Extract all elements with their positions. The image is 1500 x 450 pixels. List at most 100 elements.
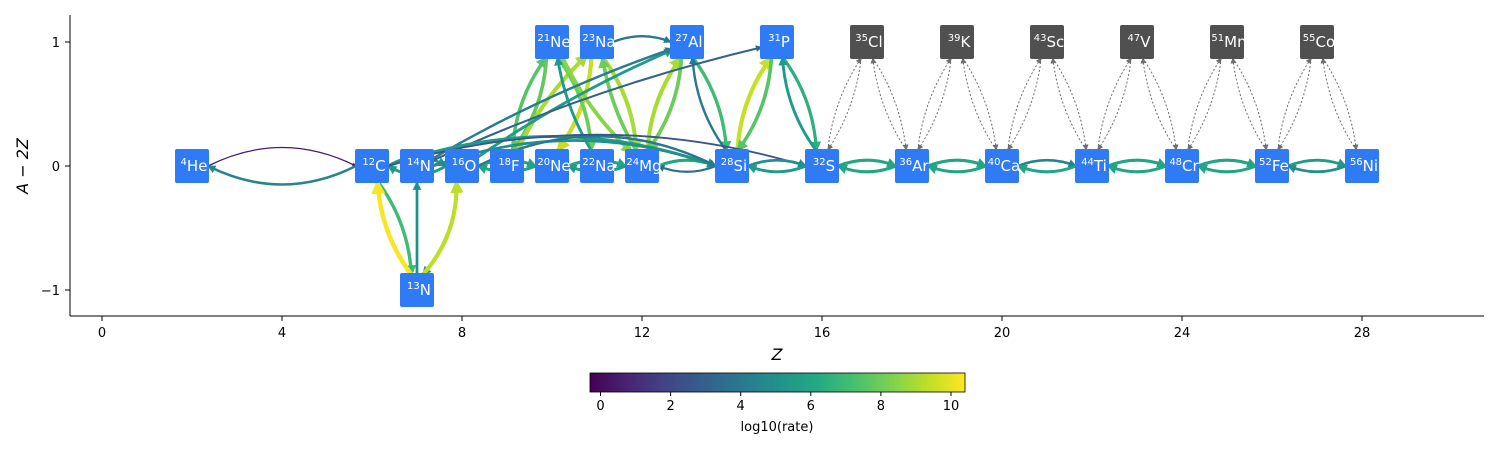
- nuclide-node: 43Sc: [1030, 25, 1064, 59]
- rate-edge: [927, 164, 987, 174]
- nuclide-node: 28Si: [715, 149, 749, 183]
- inactive-link: [870, 57, 907, 151]
- nuclide-box: [445, 149, 479, 183]
- inactive-link: [1097, 57, 1132, 151]
- x-tick-label: 8: [458, 326, 466, 341]
- nuclide-mass-number: 35: [855, 33, 868, 44]
- nuclide-node: 12C: [355, 149, 389, 183]
- nuclide-mass-number: 55: [1303, 33, 1316, 44]
- nuclide-label: 44Ti: [1081, 157, 1107, 175]
- nuclide-symbol: Na: [595, 33, 615, 51]
- x-axis-label: Z: [771, 345, 784, 364]
- colorbar-tick-label: 2: [666, 399, 674, 414]
- nuclide-node: 40Ca: [985, 149, 1020, 183]
- nuclide-mass-number: 47: [1128, 33, 1141, 44]
- nuclide-label: 56Ni: [1350, 157, 1378, 175]
- nuclide-mass-number: 52: [1259, 157, 1272, 168]
- nuclide-mass-number: 56: [1350, 157, 1363, 168]
- y-axis-label: A − 2Z: [13, 137, 32, 195]
- inactive-link: [827, 57, 862, 151]
- nuclide-box: [490, 149, 524, 183]
- colorbar-tick-label: 10: [943, 399, 960, 414]
- nuclide-mass-number: 51: [1211, 33, 1224, 44]
- nuclide-symbol: Cl: [868, 33, 883, 51]
- nuclide-symbol: K: [960, 33, 971, 51]
- nuclide-label: 36Ar: [899, 157, 929, 175]
- inactive-link: [960, 57, 997, 151]
- nuclide-symbol: Na: [595, 157, 615, 175]
- y-tick-label: −1: [41, 284, 60, 299]
- nuclide-label: 23Na: [582, 33, 615, 51]
- nuclide-node: 35Cl: [850, 25, 884, 59]
- nuclide-symbol: C: [375, 157, 385, 175]
- colorbar-label: log10(rate): [741, 420, 814, 435]
- inactive-link: [962, 57, 999, 151]
- rate-edges: [207, 34, 1347, 277]
- nuclide-symbol: S: [826, 157, 836, 175]
- inactive-link: [1007, 57, 1042, 151]
- nuclide-mass-number: 36: [899, 157, 912, 168]
- nuclide-node: 21Ne: [535, 25, 571, 59]
- rate-edge: [371, 179, 414, 277]
- nuclide-box: [895, 149, 929, 183]
- y-tick-label: 0: [52, 160, 60, 175]
- nuclide-symbol: Sc: [1046, 33, 1064, 51]
- nuclide-mass-number: 18: [498, 157, 511, 168]
- nuclide-label: 47V: [1128, 33, 1152, 51]
- rate-edge: [1017, 164, 1077, 174]
- rate-edge: [1017, 158, 1077, 168]
- nuclide-mass-number: 27: [675, 33, 688, 44]
- nuclide-label: 55Co: [1303, 33, 1335, 51]
- nuclide-box: [535, 149, 569, 183]
- rate-edge: [420, 179, 464, 277]
- inactive-link: [1097, 57, 1132, 151]
- rate-edge: [837, 158, 897, 168]
- nuclide-symbol: Mg: [639, 157, 661, 175]
- colorbar-tick-label: 8: [877, 399, 885, 414]
- x-tick-label: 4: [278, 326, 286, 341]
- nuclide-symbol: Ni: [1363, 157, 1378, 175]
- nuclide-symbol: O: [464, 157, 476, 175]
- rate-edge: [735, 55, 774, 152]
- inactive-link: [1140, 57, 1177, 151]
- colorbar-tick-label: 4: [737, 399, 745, 414]
- nuclide-label: 39K: [948, 33, 972, 51]
- nuclide-node: 47V: [1120, 25, 1154, 59]
- inactive-links: [827, 57, 1359, 151]
- rate-edge: [475, 48, 674, 160]
- nuclide-node: 52Fe: [1255, 149, 1289, 183]
- nuclide-mass-number: 32: [813, 157, 826, 168]
- rate-edge: [1287, 158, 1347, 168]
- inactive-link: [1277, 57, 1312, 151]
- inactive-link: [872, 57, 909, 151]
- nuclide-mass-number: 39: [948, 33, 961, 44]
- nuclide-box: [760, 25, 794, 59]
- nuclide-node: 36Ar: [895, 149, 929, 183]
- inactive-link: [917, 57, 952, 151]
- nuclide-symbol: N: [420, 157, 431, 175]
- nuclide-mass-number: 22: [582, 157, 595, 168]
- nuclide-label: 27Al: [675, 33, 702, 51]
- x-tick-label: 0: [98, 326, 106, 341]
- nuclide-mass-number: 40: [988, 157, 1001, 168]
- nuclide-symbol: Co: [1316, 33, 1336, 51]
- inactive-link: [1142, 57, 1179, 151]
- colorbar-tick-label: 6: [807, 399, 815, 414]
- rate-edge: [781, 56, 822, 153]
- nuclide-box: [985, 149, 1019, 183]
- nuclide-mass-number: 12: [362, 157, 375, 168]
- nuclide-label: 22Na: [582, 157, 615, 175]
- nuclide-node: 22Na: [580, 149, 616, 183]
- nuclide-box: [1300, 25, 1334, 59]
- nuclide-label: 48Cr: [1169, 157, 1199, 175]
- nuclide-box: [715, 149, 749, 183]
- nuclide-mass-number: 13: [407, 281, 420, 292]
- nuclide-node: 56Ni: [1345, 149, 1379, 183]
- nuclide-symbol: F: [511, 157, 520, 175]
- inactive-link: [1320, 57, 1357, 151]
- rate-edge: [514, 53, 589, 154]
- nuclide-box: [1210, 25, 1244, 59]
